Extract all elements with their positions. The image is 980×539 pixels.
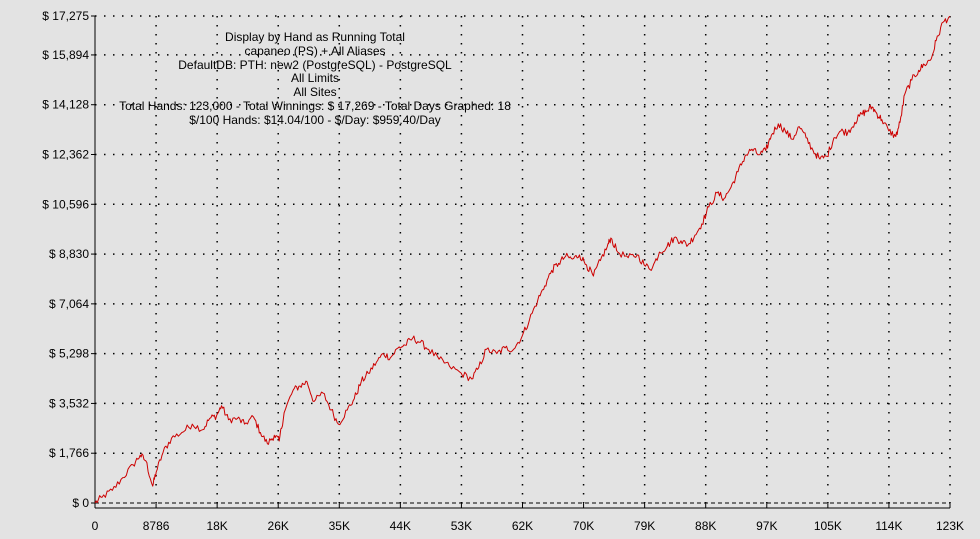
x-tick-label: 114K [875, 519, 902, 533]
y-axis-ticks: $ 0 $ 1,766 $ 3,532 $ 5,298 $ 7,064 $ 8,830 $ … [42, 9, 95, 510]
series-layer [94, 15, 951, 504]
y-tick-label: $ 7,064 [49, 297, 89, 311]
header-line-rates: $/100 Hands: $14.04/100 - $/Day: $959.40… [189, 112, 441, 127]
x-tick-label: 62K [512, 519, 533, 533]
x-axis-ticks: 0 8786 18K 26K 35K 44K 53K 62K 70K 79K 88K 97K 105K 1… [92, 503, 964, 533]
y-tick-label: $ 1,766 [49, 446, 89, 460]
x-tick-label: 44K [390, 519, 411, 533]
y-tick-label: $ 14,128 [42, 98, 89, 112]
running-total-line [94, 15, 951, 504]
x-tick-label: 97K [756, 519, 777, 533]
header-line-player: capaneo (PS) + All Aliases [244, 43, 386, 58]
y-tick-label: $ 5,298 [49, 347, 89, 361]
x-tick-label: 53K [451, 519, 472, 533]
x-tick-label: 35K [329, 519, 350, 533]
y-tick-label: $ 8,830 [49, 247, 89, 261]
x-tick-label: 123K [936, 519, 964, 533]
grid-layer [95, 15, 951, 504]
y-tick-label: $ 15,894 [42, 48, 89, 62]
y-tick-label: $ 12,362 [42, 148, 89, 162]
header-line-database: DefaultDB: PTH: new2 (PostgreSQL) - Post… [178, 57, 452, 72]
y-tick-label: $ 17,275 [42, 9, 89, 23]
x-tick-label: 18K [206, 519, 227, 533]
y-tick-label: $ 0 [72, 496, 89, 510]
header-line-limits: All Limits [290, 71, 339, 86]
x-tick-label: 8786 [143, 519, 170, 533]
x-tick-label: 105K [814, 519, 842, 533]
header-line-display-mode: Display by Hand as Running Total [225, 30, 405, 44]
header-line-totals: Total Hands: 123,000 - Total Winnings: $… [119, 98, 511, 113]
header-line-sites: All Sites [293, 85, 337, 100]
y-tick-label: $ 10,596 [42, 197, 89, 211]
x-tick-label: 79K [634, 519, 655, 533]
x-tick-label: 70K [573, 519, 594, 533]
x-tick-label: 0 [92, 519, 99, 533]
x-tick-label: 26K [268, 519, 289, 533]
x-tick-label: 88K [695, 519, 716, 533]
y-tick-label: $ 3,532 [49, 396, 89, 410]
chart-header: Display by Hand as Running Total capaneo… [95, 30, 535, 128]
